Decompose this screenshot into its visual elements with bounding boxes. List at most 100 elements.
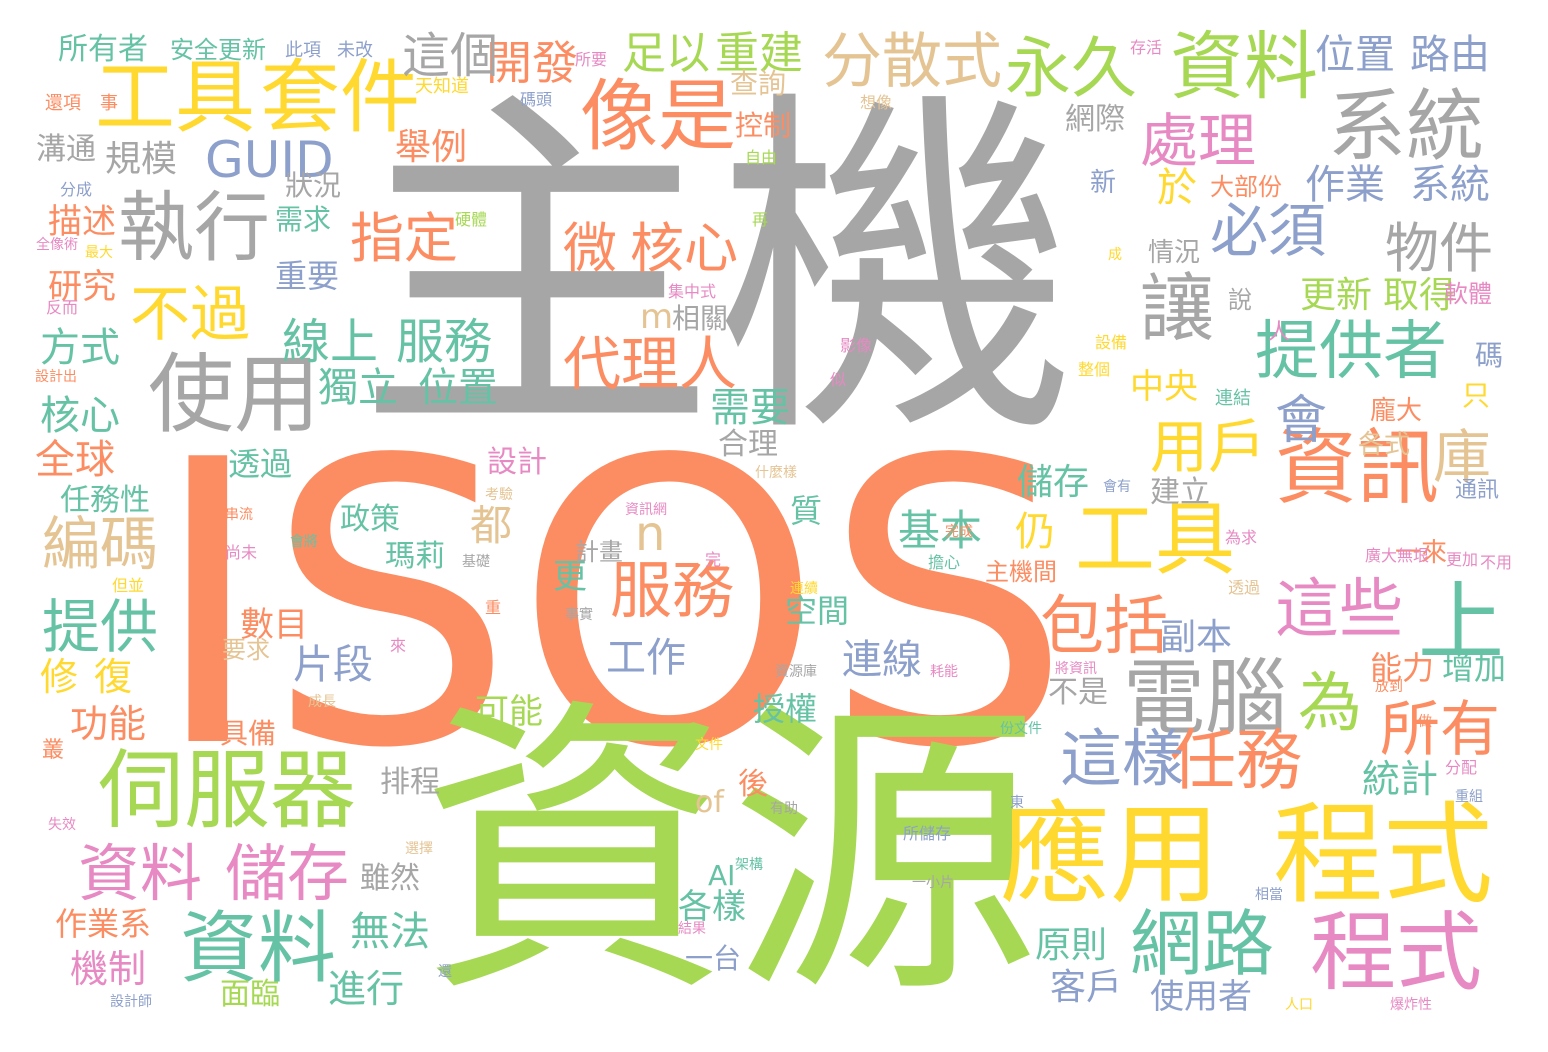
- word: 設計: [487, 445, 547, 480]
- word: 重要: [275, 257, 340, 295]
- word: 程式: [1310, 903, 1482, 1003]
- word: 全像術: [36, 237, 78, 253]
- word: 微: [563, 217, 617, 280]
- word: 後: [738, 767, 768, 802]
- word: 結果: [678, 921, 706, 937]
- word: 編碼: [42, 510, 159, 578]
- word: 資料: [78, 837, 203, 910]
- word: 更新: [1300, 275, 1373, 316]
- word: 政策: [340, 502, 400, 537]
- word: 需要: [710, 385, 790, 431]
- word: 增加: [1442, 649, 1507, 687]
- word: 更加: [1446, 550, 1479, 569]
- word: 重: [485, 598, 502, 617]
- word: 研究: [48, 267, 116, 307]
- word: 提供者: [1255, 315, 1447, 389]
- word: 副本: [1160, 617, 1233, 658]
- word: 套件: [260, 51, 420, 144]
- word: m: [640, 297, 674, 337]
- word: 會有: [1103, 479, 1131, 495]
- word: 控制: [735, 109, 792, 142]
- word: 再: [752, 210, 769, 229]
- word: 東: [1010, 795, 1024, 811]
- word: 舉例: [395, 127, 468, 168]
- word: 要求: [222, 636, 270, 664]
- word: 作業: [1305, 162, 1385, 208]
- word: 事實: [565, 607, 593, 623]
- word: 設計師: [110, 994, 152, 1010]
- word: 上: [1418, 573, 1504, 673]
- word: 必須: [1210, 197, 1327, 265]
- word: 相關: [672, 302, 729, 335]
- word: 電腦: [1123, 651, 1288, 746]
- word: 各樣: [678, 887, 746, 927]
- word: 儲存: [1017, 462, 1090, 503]
- word: 人口: [1285, 997, 1313, 1013]
- word: 任務性: [60, 483, 150, 518]
- word: 最大: [85, 245, 113, 261]
- word: 什麼樣: [755, 465, 797, 481]
- word: 分配: [1445, 758, 1478, 777]
- word: 資料: [1170, 24, 1318, 110]
- word: 任務: [1170, 722, 1302, 799]
- word: 存活: [1130, 38, 1163, 57]
- word: 系統: [1410, 162, 1490, 208]
- word: 還: [438, 964, 452, 980]
- word: 相當: [1255, 887, 1283, 903]
- word: 基本: [898, 506, 983, 555]
- word: 讓: [1140, 266, 1214, 352]
- word: 方式: [40, 325, 120, 371]
- word: 人: [1268, 320, 1291, 345]
- word: 想像: [860, 93, 893, 112]
- word: 取得: [1383, 275, 1456, 316]
- word: 整個: [1078, 360, 1111, 379]
- word: 資訊: [1275, 421, 1440, 516]
- word: 不用: [1480, 553, 1513, 572]
- word: 功能: [70, 702, 147, 746]
- word: 工具: [1075, 493, 1235, 586]
- word: 架構: [735, 857, 763, 873]
- word: 選擇: [405, 841, 433, 857]
- word: n: [635, 506, 666, 562]
- word: 儲存: [225, 837, 350, 910]
- word-isos: ISOS: [150, 378, 1072, 834]
- word: 新: [1090, 168, 1117, 198]
- word: 耗能: [930, 664, 958, 680]
- word: 所有: [1380, 695, 1500, 765]
- word: GUID: [205, 131, 334, 189]
- word: 狀況: [285, 169, 342, 202]
- word: 修: [40, 655, 79, 699]
- word: 成長: [308, 694, 336, 710]
- word: 但並: [112, 576, 145, 595]
- word: 還項: [45, 93, 81, 114]
- word: 擔心: [928, 553, 961, 572]
- word: 失效: [48, 817, 76, 833]
- word: of: [695, 785, 724, 820]
- word: 作業系: [55, 905, 152, 943]
- word: 進行: [328, 967, 405, 1011]
- word: 位置: [1315, 32, 1395, 78]
- word: 所有者: [58, 32, 148, 67]
- word: 影像: [840, 336, 873, 355]
- word: 一來: [1395, 538, 1448, 568]
- word: 計畫: [575, 538, 623, 566]
- word: 軟體: [1444, 280, 1492, 308]
- word: 不過: [130, 280, 250, 350]
- word: 硬體: [455, 210, 488, 229]
- word: 應用: [1000, 791, 1220, 919]
- word: AI: [708, 859, 736, 892]
- word: 使用: [148, 345, 320, 445]
- word: 碼頭: [520, 90, 553, 109]
- word: 分成: [60, 180, 93, 199]
- word: 執行: [118, 183, 270, 272]
- word: 考驗: [485, 487, 513, 503]
- word: 各式: [1358, 430, 1411, 460]
- word: 能力: [1370, 649, 1435, 687]
- word: 仍: [1015, 509, 1055, 555]
- word: 提供: [42, 593, 159, 661]
- word: 獨立: [318, 365, 398, 411]
- word-zhu-ji: 主機: [356, 62, 1076, 481]
- word: 服務: [610, 554, 735, 627]
- word: 授權: [753, 690, 818, 728]
- word: 質: [790, 492, 823, 530]
